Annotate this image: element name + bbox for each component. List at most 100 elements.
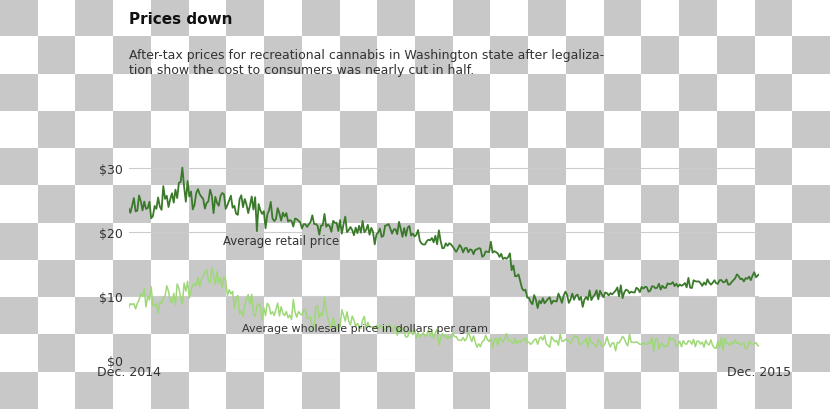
Bar: [0, 149, 37, 186]
Bar: [793, 112, 830, 149]
Bar: [603, 74, 642, 112]
Bar: [603, 149, 642, 186]
Bar: [37, 260, 76, 297]
Bar: [378, 0, 415, 37]
Bar: [113, 186, 151, 223]
Bar: [113, 37, 151, 74]
Bar: [566, 260, 603, 297]
Bar: [452, 372, 491, 409]
Bar: [717, 112, 754, 149]
Text: After-tax prices for recreational cannabis in Washington state after legaliza-
t: After-tax prices for recreational cannab…: [129, 49, 603, 77]
Bar: [754, 223, 793, 260]
Bar: [603, 297, 642, 335]
Bar: [452, 0, 491, 37]
Bar: [129, 155, 759, 360]
Bar: [76, 149, 113, 186]
Bar: [603, 0, 642, 37]
Bar: [378, 223, 415, 260]
Bar: [37, 37, 76, 74]
Text: Average retail price: Average retail price: [223, 235, 339, 248]
Bar: [188, 335, 227, 372]
Bar: [679, 297, 717, 335]
Bar: [302, 372, 339, 409]
Bar: [0, 372, 37, 409]
Bar: [378, 149, 415, 186]
Bar: [717, 335, 754, 372]
Bar: [679, 149, 717, 186]
Bar: [754, 74, 793, 112]
Bar: [339, 260, 378, 297]
Bar: [679, 223, 717, 260]
Bar: [151, 74, 188, 112]
Bar: [76, 223, 113, 260]
Bar: [0, 223, 37, 260]
Bar: [339, 186, 378, 223]
Bar: [603, 223, 642, 260]
Bar: [302, 223, 339, 260]
Bar: [188, 112, 227, 149]
Bar: [566, 335, 603, 372]
Bar: [528, 297, 566, 335]
Bar: [642, 335, 679, 372]
Bar: [227, 0, 264, 37]
Bar: [227, 74, 264, 112]
Bar: [754, 297, 793, 335]
Bar: [603, 372, 642, 409]
Bar: [679, 74, 717, 112]
Bar: [0, 0, 37, 37]
Bar: [76, 372, 113, 409]
Bar: [37, 112, 76, 149]
Bar: [679, 372, 717, 409]
Bar: [151, 0, 188, 37]
Bar: [378, 74, 415, 112]
Bar: [227, 297, 264, 335]
Bar: [415, 260, 452, 297]
Bar: [264, 186, 302, 223]
Bar: [415, 186, 452, 223]
Bar: [452, 149, 491, 186]
Bar: [528, 149, 566, 186]
Bar: [793, 186, 830, 223]
Bar: [491, 37, 528, 74]
Bar: [76, 297, 113, 335]
Bar: [415, 335, 452, 372]
Bar: [76, 74, 113, 112]
Bar: [793, 260, 830, 297]
Bar: [566, 186, 603, 223]
Bar: [264, 112, 302, 149]
Bar: [302, 0, 339, 37]
Bar: [415, 112, 452, 149]
Bar: [264, 335, 302, 372]
Bar: [642, 37, 679, 74]
Bar: [528, 223, 566, 260]
Bar: [264, 37, 302, 74]
Bar: [754, 149, 793, 186]
Bar: [528, 74, 566, 112]
Bar: [76, 0, 113, 37]
Bar: [0, 297, 37, 335]
Bar: [188, 37, 227, 74]
Bar: [491, 260, 528, 297]
Bar: [491, 112, 528, 149]
Bar: [642, 260, 679, 297]
Bar: [113, 260, 151, 297]
Bar: [378, 297, 415, 335]
Bar: [528, 372, 566, 409]
Bar: [339, 335, 378, 372]
Bar: [717, 186, 754, 223]
Bar: [642, 112, 679, 149]
Bar: [302, 297, 339, 335]
Bar: [302, 149, 339, 186]
Bar: [642, 186, 679, 223]
Bar: [491, 186, 528, 223]
Bar: [227, 372, 264, 409]
Bar: [452, 223, 491, 260]
Bar: [151, 149, 188, 186]
Bar: [0, 74, 37, 112]
Bar: [151, 297, 188, 335]
Bar: [378, 372, 415, 409]
Bar: [339, 37, 378, 74]
Bar: [717, 37, 754, 74]
Bar: [113, 112, 151, 149]
Text: Prices down: Prices down: [129, 12, 232, 27]
